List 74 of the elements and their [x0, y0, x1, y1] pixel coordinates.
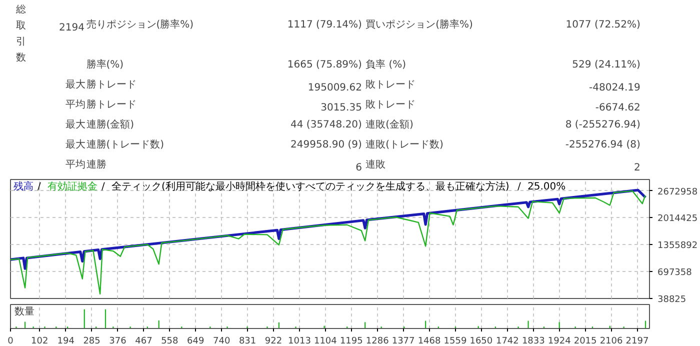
text: 連勝(トレード数) — [86, 138, 164, 150]
x-tick-label: 1013 — [288, 336, 311, 346]
annotation: 全ティック(利用可能な最小時間枠を使いすべてのティックを生成する、最も正確な方法) — [112, 180, 510, 192]
y-tick-label: 697358 — [658, 268, 692, 278]
text: 勝トレード — [86, 98, 136, 110]
y-tick-label: 38825 — [658, 295, 686, 305]
text: 平均 — [65, 98, 86, 110]
text: 売りポジション(勝率%) — [86, 18, 194, 30]
x-tick-label: 194 — [57, 336, 75, 346]
x-tick-label: 649 — [187, 336, 204, 346]
text: 1117 (79.14%) — [287, 20, 362, 30]
text: 8 (-255276.94) — [565, 120, 640, 130]
text: 連勝 — [86, 158, 106, 170]
y-tick-label: 2014425 — [658, 214, 698, 224]
x-tick-label: 102 — [31, 336, 48, 346]
text: 有効証拠金 — [48, 180, 98, 192]
chart-title: 数量 — [14, 306, 34, 318]
text: 連敗 — [366, 158, 386, 170]
text: -6674.62 — [595, 102, 640, 114]
x-tick-label: 558 — [161, 336, 179, 346]
annotation: / — [518, 182, 522, 192]
x-tick-label: 1650 — [470, 336, 493, 346]
text: 敗トレード — [366, 80, 416, 90]
text: 連勝(金額) — [86, 118, 134, 130]
x-tick-label: 1286 — [366, 336, 390, 346]
text: 勝率(%) — [86, 58, 124, 70]
text: 勝トレード — [86, 78, 136, 90]
x-tick-label: 2106 — [600, 336, 623, 346]
text: 1665 (75.89%) — [287, 60, 362, 70]
x-tick-label: 1377 — [392, 336, 415, 346]
text: 最大 — [65, 78, 86, 90]
x-tick-label: 285 — [83, 336, 100, 346]
x-tick-label: 1924 — [548, 336, 572, 346]
text: 2194 — [58, 22, 84, 34]
text: 負率 (%) — [366, 58, 406, 70]
x-tick-label: 376 — [109, 336, 127, 346]
text: 連敗(トレード数) — [366, 138, 444, 150]
text: 平均 — [65, 158, 86, 170]
text: 総取引数 — [14, 4, 26, 64]
text: 最大 — [65, 138, 86, 150]
text: 最大 — [65, 118, 86, 130]
x-tick-label: 1742 — [496, 336, 519, 346]
x-tick-label: 2015 — [574, 336, 597, 346]
text: 1077 (72.52%) — [566, 20, 640, 30]
line-series — [10, 190, 646, 295]
x-tick-label: 1468 — [418, 336, 441, 346]
x-tick-label: 740 — [213, 336, 230, 346]
text: -48024.19 — [589, 82, 640, 94]
text: 敗トレード — [366, 100, 416, 110]
text: 2 — [634, 162, 640, 174]
text: 195009.62 — [308, 82, 362, 94]
text: -255276.94 (8) — [565, 140, 640, 150]
x-tick-label: 831 — [238, 336, 256, 346]
x-tick-label: 0 — [8, 336, 14, 346]
text: 残高 — [14, 180, 34, 192]
y-tick-label: 1355892 — [658, 241, 698, 252]
text: 6 — [356, 162, 362, 174]
annotation: 25.00% — [528, 182, 566, 192]
annotation: / — [102, 182, 106, 192]
annotation: / — [38, 182, 42, 192]
x-tick-label: 1195 — [340, 336, 363, 346]
text: 44 (35748.20) — [290, 120, 362, 130]
x-tick-label: 1559 — [444, 336, 467, 346]
x-tick-label: 922 — [264, 336, 282, 346]
y-tick-label: 2672958 — [658, 187, 698, 198]
text: 3015.35 — [320, 102, 362, 114]
text: 249958.90 (9) — [290, 140, 362, 150]
x-tick-label: 467 — [135, 336, 152, 346]
x-tick-label: 1833 — [522, 336, 545, 346]
x-tick-label: 1104 — [314, 336, 338, 346]
x-tick-label: 2197 — [626, 336, 649, 346]
text: 529 (24.11%) — [572, 60, 640, 70]
text: 連敗(金額) — [366, 118, 414, 130]
text: 買いポジション(勝率%) — [366, 18, 474, 30]
